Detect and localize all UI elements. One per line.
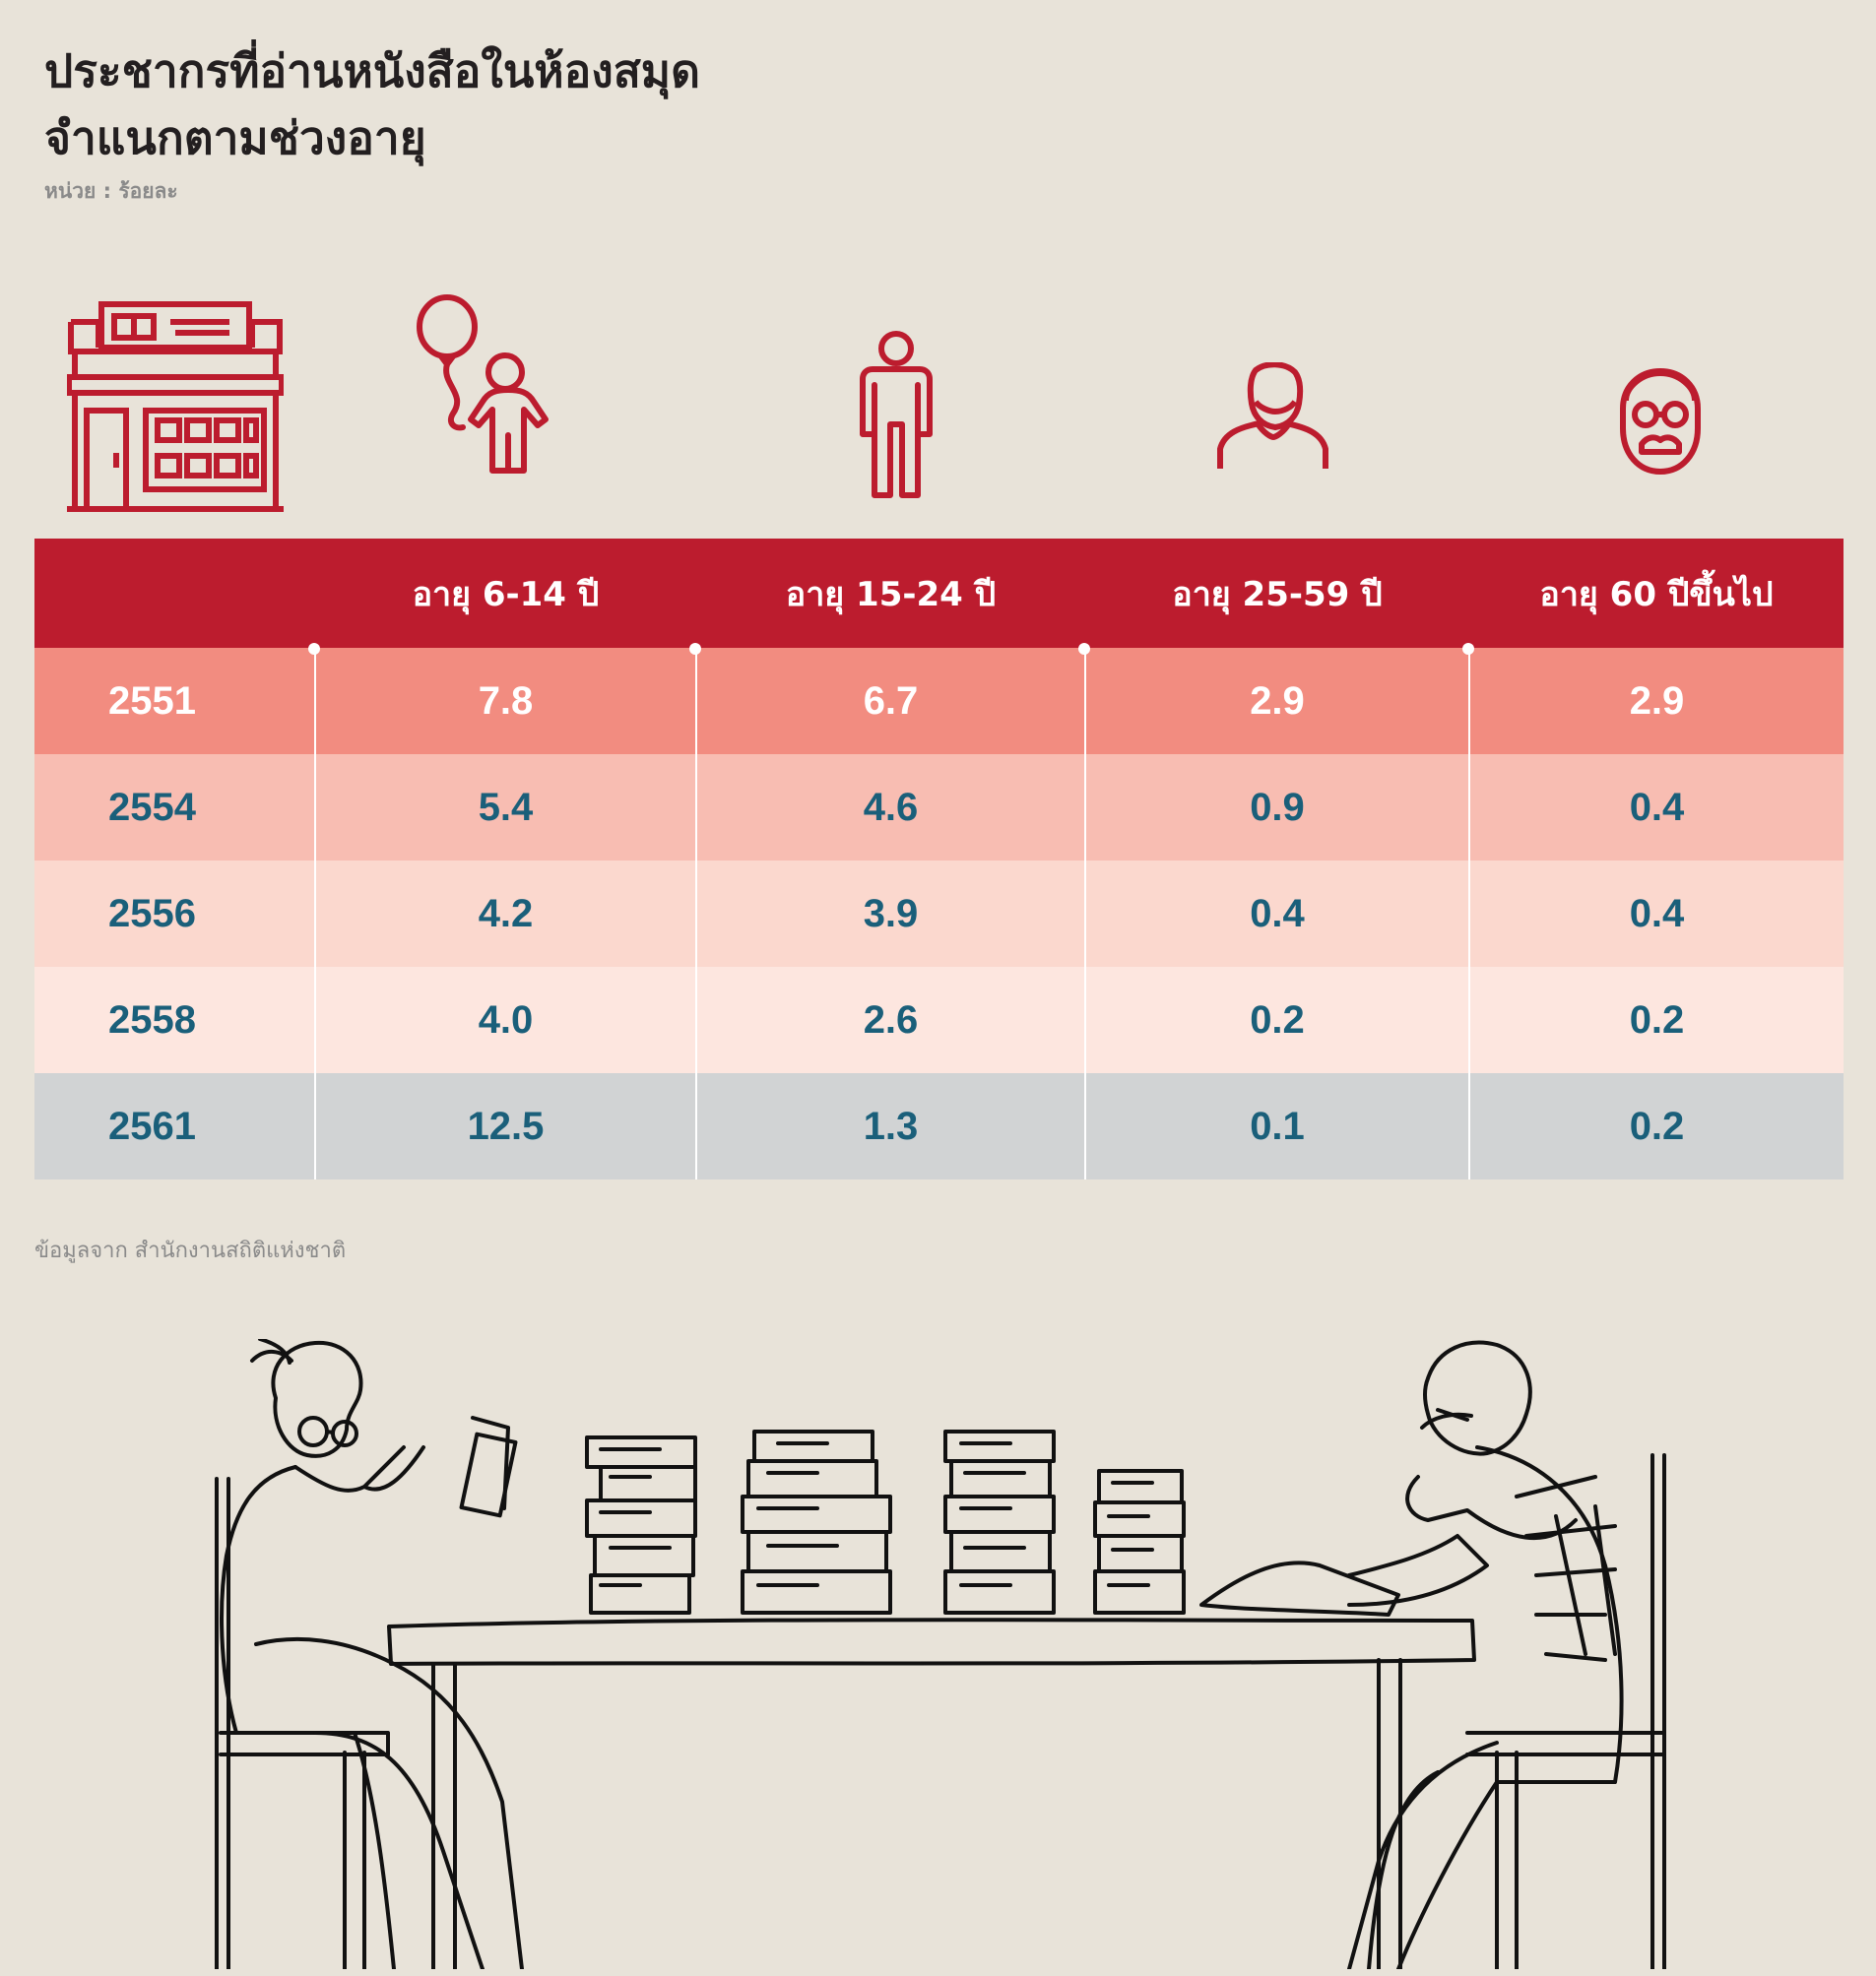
year-cell: 2554 — [34, 754, 315, 861]
page-title-line-1: ประชากรที่อ่านหนังสือในห้องสมุด — [44, 44, 700, 97]
value-cell: 7.8 — [314, 648, 696, 754]
value-cell: 0.2 — [1468, 967, 1844, 1073]
value-cell: 4.0 — [314, 967, 696, 1073]
value-cell: 0.4 — [1468, 754, 1844, 861]
value-cell: 6.7 — [695, 648, 1085, 754]
table-header-row: อายุ 6-14 ปี อายุ 15-24 ปี อายุ 25-59 ปี… — [34, 539, 1844, 655]
divider-dot — [1462, 643, 1474, 655]
value-cell: 1.3 — [695, 1073, 1085, 1179]
value-cell: 2.6 — [695, 967, 1085, 1073]
table-row: 2556 4.2 3.9 0.4 0.4 — [34, 861, 1844, 967]
table-row: 2554 5.4 4.6 0.9 0.4 — [34, 754, 1844, 861]
column-header-label: อายุ 25-59 ปี — [1172, 574, 1383, 614]
value-cell: 0.2 — [1468, 1073, 1844, 1179]
divider-dot — [308, 643, 320, 655]
table-row: 2558 4.0 2.6 0.2 0.2 — [34, 967, 1844, 1073]
library-building-icon — [67, 300, 284, 517]
column-header-age-60-plus: อายุ 60 ปีขึ้นไป — [1462, 539, 1844, 655]
value-cell: 12.5 — [314, 1073, 696, 1179]
page-title-line-2: จำแนกตามช่วงอายุ — [44, 111, 426, 164]
column-header-label: อายุ 15-24 ปี — [785, 574, 997, 614]
value-cell: 4.2 — [314, 861, 696, 967]
adult-person-icon — [1216, 362, 1329, 473]
year-cell: 2551 — [34, 648, 315, 754]
table-row: 2551 7.8 6.7 2.9 2.9 — [34, 648, 1844, 754]
value-cell: 2.9 — [1084, 648, 1469, 754]
column-header-age-15-24: อายุ 15-24 ปี — [689, 539, 1085, 655]
young-person-icon — [857, 330, 936, 502]
unit-label: หน่วย : ร้อยละ — [44, 179, 178, 203]
year-cell: 2558 — [34, 967, 315, 1073]
divider-dot — [689, 643, 701, 655]
title-block: ประชากรที่อ่านหนังสือในห้องสมุด จำแนกตาม… — [44, 37, 700, 208]
value-cell: 2.9 — [1468, 648, 1844, 754]
value-cell: 0.2 — [1084, 967, 1469, 1073]
value-cell: 0.4 — [1468, 861, 1844, 967]
column-header-label: อายุ 6-14 ปี — [412, 574, 600, 614]
elderly-person-with-glasses-icon — [1618, 367, 1703, 478]
value-cell: 0.1 — [1084, 1073, 1469, 1179]
column-header-age-6-14: อายุ 6-14 ปี — [308, 539, 696, 655]
table-row: 2561 12.5 1.3 0.1 0.2 — [34, 1073, 1844, 1179]
year-cell: 2556 — [34, 861, 315, 967]
reading-rate-table: อายุ 6-14 ปี อายุ 15-24 ปี อายุ 25-59 ปี… — [34, 539, 1844, 1179]
value-cell: 0.9 — [1084, 754, 1469, 861]
value-cell: 4.6 — [695, 754, 1085, 861]
divider-dot — [1078, 643, 1090, 655]
child-with-balloon-icon — [414, 293, 561, 485]
value-cell: 5.4 — [314, 754, 696, 861]
column-header-age-25-59: อายุ 25-59 ปี — [1078, 539, 1469, 655]
value-cell: 0.4 — [1084, 861, 1469, 967]
source-note: ข้อมูลจาก สำนักงานสถิติแห่งชาติ — [34, 1239, 347, 1263]
value-cell: 3.9 — [695, 861, 1085, 967]
year-cell: 2561 — [34, 1073, 315, 1179]
column-header-year — [34, 539, 315, 648]
column-header-label: อายุ 60 ปีขึ้นไป — [1539, 574, 1774, 614]
library-reading-illustration — [197, 1337, 1674, 1973]
